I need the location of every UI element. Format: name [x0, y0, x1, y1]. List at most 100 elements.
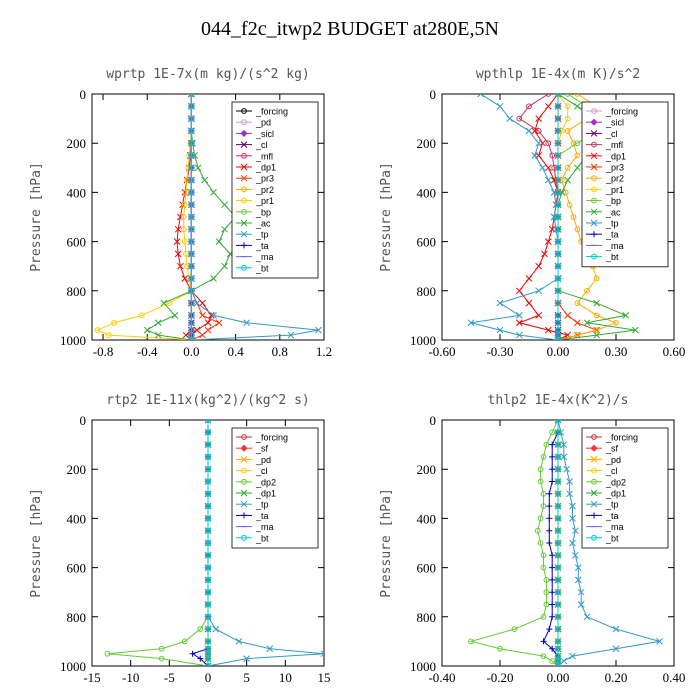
data-point-marker: [468, 638, 474, 645]
data-point-marker: [549, 601, 556, 608]
x-tick-label: 0.30: [605, 344, 628, 359]
data-point-marker: [555, 115, 561, 122]
data-point-marker: [241, 264, 247, 271]
data-point-marker: [496, 299, 504, 307]
data-point-marker: [205, 490, 211, 497]
data-point-marker: [205, 540, 211, 546]
data-point-marker: [241, 197, 247, 204]
data-point-marker: [591, 141, 597, 148]
data-point-marker: [515, 319, 523, 327]
data-point-marker: [577, 588, 585, 596]
series-line-dp2: [107, 420, 209, 666]
chart-title: wprtp 1E-7x(m kg)/(s^2 kg): [106, 67, 310, 82]
y-tick-label: 400: [417, 511, 437, 526]
data-point-marker: [555, 638, 561, 645]
data-point-marker: [221, 201, 228, 209]
data-point-marker: [194, 164, 202, 172]
data-point-marker: [205, 420, 211, 423]
data-point-marker: [555, 589, 561, 596]
chart-title: rtp2 1E-11x(kg^2)/(kg^2 s): [106, 393, 310, 408]
x-tick-label: 0: [205, 670, 212, 685]
data-point-marker: [240, 500, 248, 508]
data-point-marker: [526, 103, 532, 110]
data-point-marker: [543, 601, 550, 608]
data-point-marker: [569, 515, 576, 522]
series-line-tp: [470, 94, 559, 340]
data-point-marker: [188, 263, 195, 270]
data-point-marker: [188, 275, 195, 282]
data-point-marker: [240, 129, 248, 137]
data-point-marker: [543, 441, 550, 448]
plot-frame: [91, 93, 325, 341]
x-tick-label: -15: [83, 670, 100, 685]
data-point-marker: [205, 577, 211, 583]
data-point-marker: [104, 650, 111, 657]
data-point-marker: [540, 653, 547, 660]
data-point-marker: [240, 141, 248, 148]
data-point-marker: [555, 251, 561, 257]
data-point-marker: [525, 127, 533, 135]
data-point-marker: [555, 94, 561, 97]
data-point-marker: [181, 238, 188, 245]
data-point-marker: [506, 115, 514, 122]
data-point-marker: [549, 613, 556, 620]
data-point-marker: [535, 128, 542, 134]
data-point-marker: [574, 152, 581, 159]
data-point-marker: [546, 540, 553, 546]
data-point-marker: [555, 645, 561, 652]
data-point-marker: [199, 312, 206, 319]
data-point-marker: [555, 564, 561, 571]
data-point-marker: [177, 262, 184, 270]
series-line-pr2: [557, 94, 618, 340]
y-axis-label: Pressure [hPa]: [379, 162, 394, 272]
data-point-marker: [535, 287, 543, 295]
data-point-marker: [593, 275, 600, 282]
data-point-marker: [212, 625, 220, 633]
data-point-marker: [612, 625, 620, 633]
data-point-marker: [540, 638, 547, 645]
data-point-marker: [549, 552, 556, 559]
data-point-marker: [320, 650, 324, 658]
chart-title: wpthlp 1E-4x(m K)/s^2: [476, 67, 640, 82]
data-point-marker: [549, 466, 556, 473]
data-point-marker: [564, 176, 572, 184]
data-point-marker: [158, 645, 165, 652]
data-point-marker: [193, 326, 201, 334]
x-tick-label: 1.2: [316, 344, 332, 359]
data-point-marker: [549, 453, 556, 460]
data-point-marker: [546, 503, 553, 510]
data-point-marker: [525, 275, 533, 282]
data-point-marker: [590, 489, 598, 497]
data-point-marker: [188, 238, 195, 245]
x-tick-label: -0.30: [486, 344, 513, 359]
data-point-marker: [496, 326, 504, 334]
y-tick-label: 600: [417, 235, 437, 250]
data-point-marker: [593, 312, 600, 319]
data-point-marker: [546, 515, 553, 522]
data-point-marker: [243, 655, 251, 662]
x-tick-label: -0.20: [486, 670, 513, 685]
legend-label: _dp1: [255, 489, 276, 499]
data-point-marker: [188, 287, 195, 294]
x-tick-label: -0.40: [428, 670, 455, 685]
data-point-marker: [215, 238, 223, 245]
data-point-marker: [574, 140, 581, 147]
x-tick-label: 5: [243, 670, 250, 685]
x-tick-label: 0.00: [547, 344, 570, 359]
data-point-marker: [562, 189, 569, 196]
data-point-marker: [105, 332, 112, 338]
data-point-marker: [540, 490, 547, 497]
legend-label: _pd: [255, 455, 271, 465]
x-tick-label: 10: [279, 670, 292, 685]
data-point-marker: [235, 638, 243, 645]
data-point-marker: [555, 490, 561, 497]
data-point-marker: [560, 657, 568, 665]
data-point-marker: [555, 515, 561, 522]
data-point-marker: [555, 613, 561, 620]
data-point-marker: [188, 251, 195, 257]
data-point-marker: [241, 434, 247, 440]
data-point-marker: [574, 576, 582, 584]
data-point-marker: [188, 214, 195, 220]
data-point-marker: [189, 650, 196, 657]
data-point-marker: [555, 164, 561, 171]
